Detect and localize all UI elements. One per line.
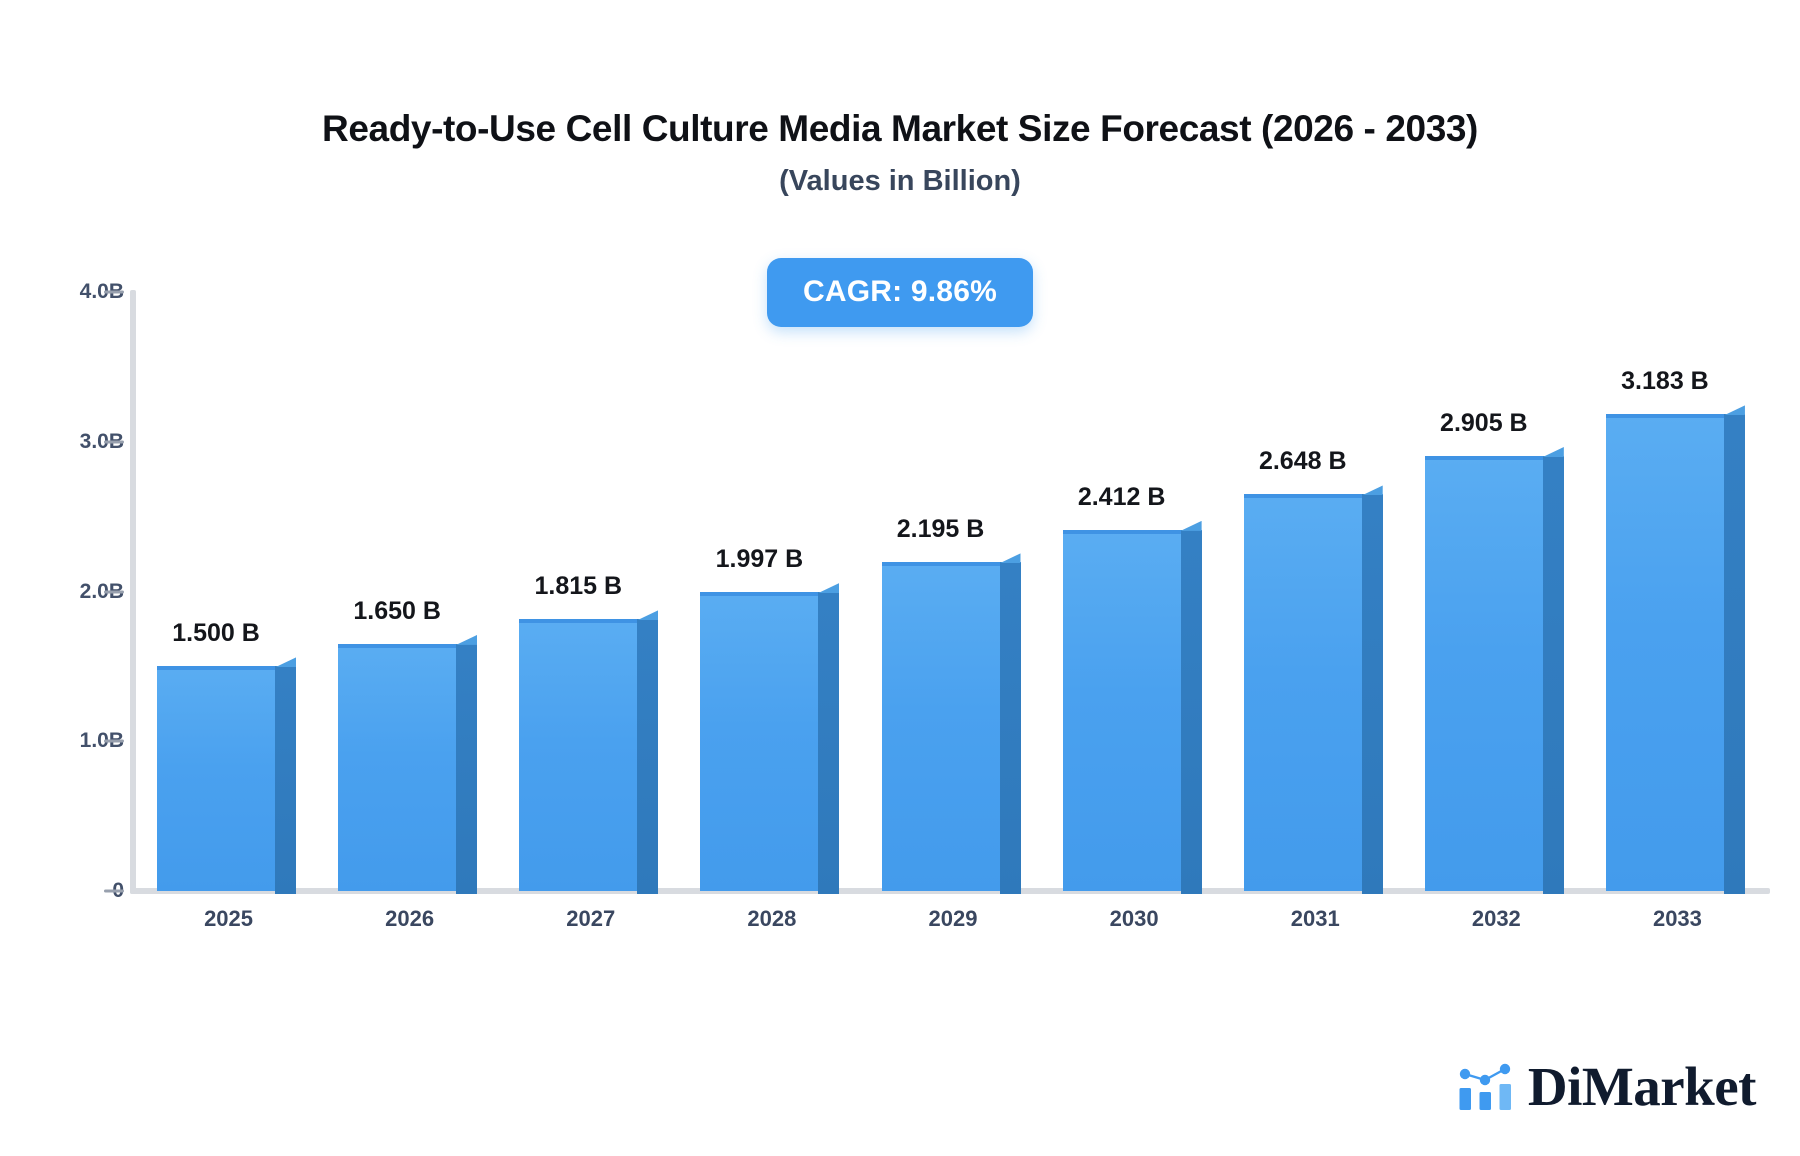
y-axis-tick-label: 2.0B — [79, 579, 124, 603]
y-axis-tick-mark — [104, 440, 124, 444]
bar-top-rim — [1062, 529, 1181, 534]
bar-top-rim — [338, 643, 457, 648]
bar[interactable]: 1.997 B — [700, 545, 840, 894]
x-axis-label: 2028 — [747, 906, 797, 931]
cagr-badge-container: CAGR: 9.86% — [0, 258, 1800, 327]
bar-top-rim — [1424, 455, 1543, 460]
x-axis-label: 2027 — [566, 906, 616, 931]
chart-subtitle: (Values in Billion) — [779, 164, 1021, 197]
bar[interactable]: 1.815 B — [519, 572, 659, 894]
bar-value-label: 2.195 B — [896, 515, 985, 544]
bar-top-face — [1723, 405, 1745, 416]
dimarket-logo: DiMarket — [1458, 1056, 1757, 1117]
bar-top-rim — [700, 591, 819, 596]
bar-top-rim — [519, 619, 638, 624]
bar-top-rim — [1243, 494, 1362, 499]
bar-front-face — [1424, 455, 1543, 891]
x-axis-label: 2031 — [1290, 906, 1340, 931]
bar-value-label: 1.815 B — [534, 572, 623, 601]
bar-value-label: 2.905 B — [1440, 408, 1528, 437]
logo-text: DiMarket — [1527, 1056, 1757, 1117]
y-axis-tick-label: 1.0B — [79, 729, 124, 753]
bar-side-face — [1361, 494, 1383, 894]
cagr-badge: CAGR: 9.86% — [767, 258, 1033, 327]
bar-value-label: 2.412 B — [1077, 482, 1166, 511]
y-axis-tick-label: 4.0B — [79, 280, 124, 303]
y-axis-tick-mark — [104, 889, 124, 893]
bar-top-face — [818, 582, 840, 593]
bar-top-face — [1361, 485, 1383, 496]
page-title: Ready-to-Use Cell Culture Media Market S… — [322, 108, 1478, 149]
bar-front-face — [1243, 494, 1362, 891]
bar-top-face — [1542, 446, 1564, 457]
bar[interactable]: 1.500 B — [157, 619, 297, 894]
bar-side-face — [637, 619, 659, 894]
bar[interactable]: 1.650 B — [338, 597, 478, 894]
x-axis-label: 2030 — [1109, 906, 1159, 931]
bar-front-face — [700, 591, 819, 891]
x-axis-label: 2032 — [1471, 906, 1521, 931]
bar-side-face — [456, 643, 478, 894]
bar-side-face — [275, 666, 297, 894]
bar-top-rim — [1605, 414, 1724, 419]
bar-side-face — [1180, 529, 1202, 894]
bar[interactable]: 2.195 B — [881, 515, 1021, 894]
bar-top-face — [275, 657, 297, 668]
y-axis-tick-mark — [104, 739, 124, 743]
bar-front-face — [881, 562, 1000, 891]
bar-side-face — [999, 562, 1021, 894]
bar-front-face — [519, 619, 638, 891]
bar-value-label: 1.500 B — [172, 619, 260, 648]
bar-top-rim — [157, 666, 276, 671]
bar-front-face — [1062, 529, 1181, 891]
chart-bars-icon — [1459, 1063, 1511, 1110]
bar-value-label: 1.997 B — [715, 544, 804, 573]
x-axis-label: 2026 — [385, 906, 435, 931]
y-axis-tick-mark — [104, 290, 124, 294]
bar-side-face — [1542, 455, 1564, 894]
y-axis-line — [130, 290, 136, 894]
bar-front-face — [157, 666, 276, 891]
y-axis-tick-label: 3.0B — [79, 429, 124, 453]
bar-front-face — [1605, 414, 1724, 891]
bar[interactable]: 2.412 B — [1062, 483, 1202, 894]
bar-side-face — [1723, 414, 1745, 894]
x-axis-label: 2029 — [928, 906, 978, 931]
bar-front-face — [338, 643, 457, 891]
bar-top-face — [1180, 520, 1202, 531]
bar-value-label: 1.650 B — [353, 596, 441, 625]
bar[interactable]: 3.183 B — [1605, 367, 1745, 894]
x-axis-label: 2033 — [1652, 906, 1702, 931]
bar-top-face — [999, 553, 1021, 564]
bar-value-label: 2.648 B — [1258, 447, 1347, 476]
x-axis-label: 2025 — [204, 906, 254, 931]
title-block: Ready-to-Use Cell Culture Media Market S… — [0, 108, 1800, 198]
bar-value-label: 3.183 B — [1621, 367, 1709, 396]
bar-top-face — [637, 610, 659, 621]
bar-top-rim — [881, 562, 1000, 567]
bar-top-face — [456, 634, 478, 645]
bar[interactable]: 2.648 B — [1243, 447, 1383, 894]
x-axis-line — [130, 888, 1770, 894]
bar[interactable]: 2.905 B — [1424, 409, 1564, 894]
y-axis-tick-mark — [104, 590, 124, 593]
bar-side-face — [818, 591, 840, 894]
